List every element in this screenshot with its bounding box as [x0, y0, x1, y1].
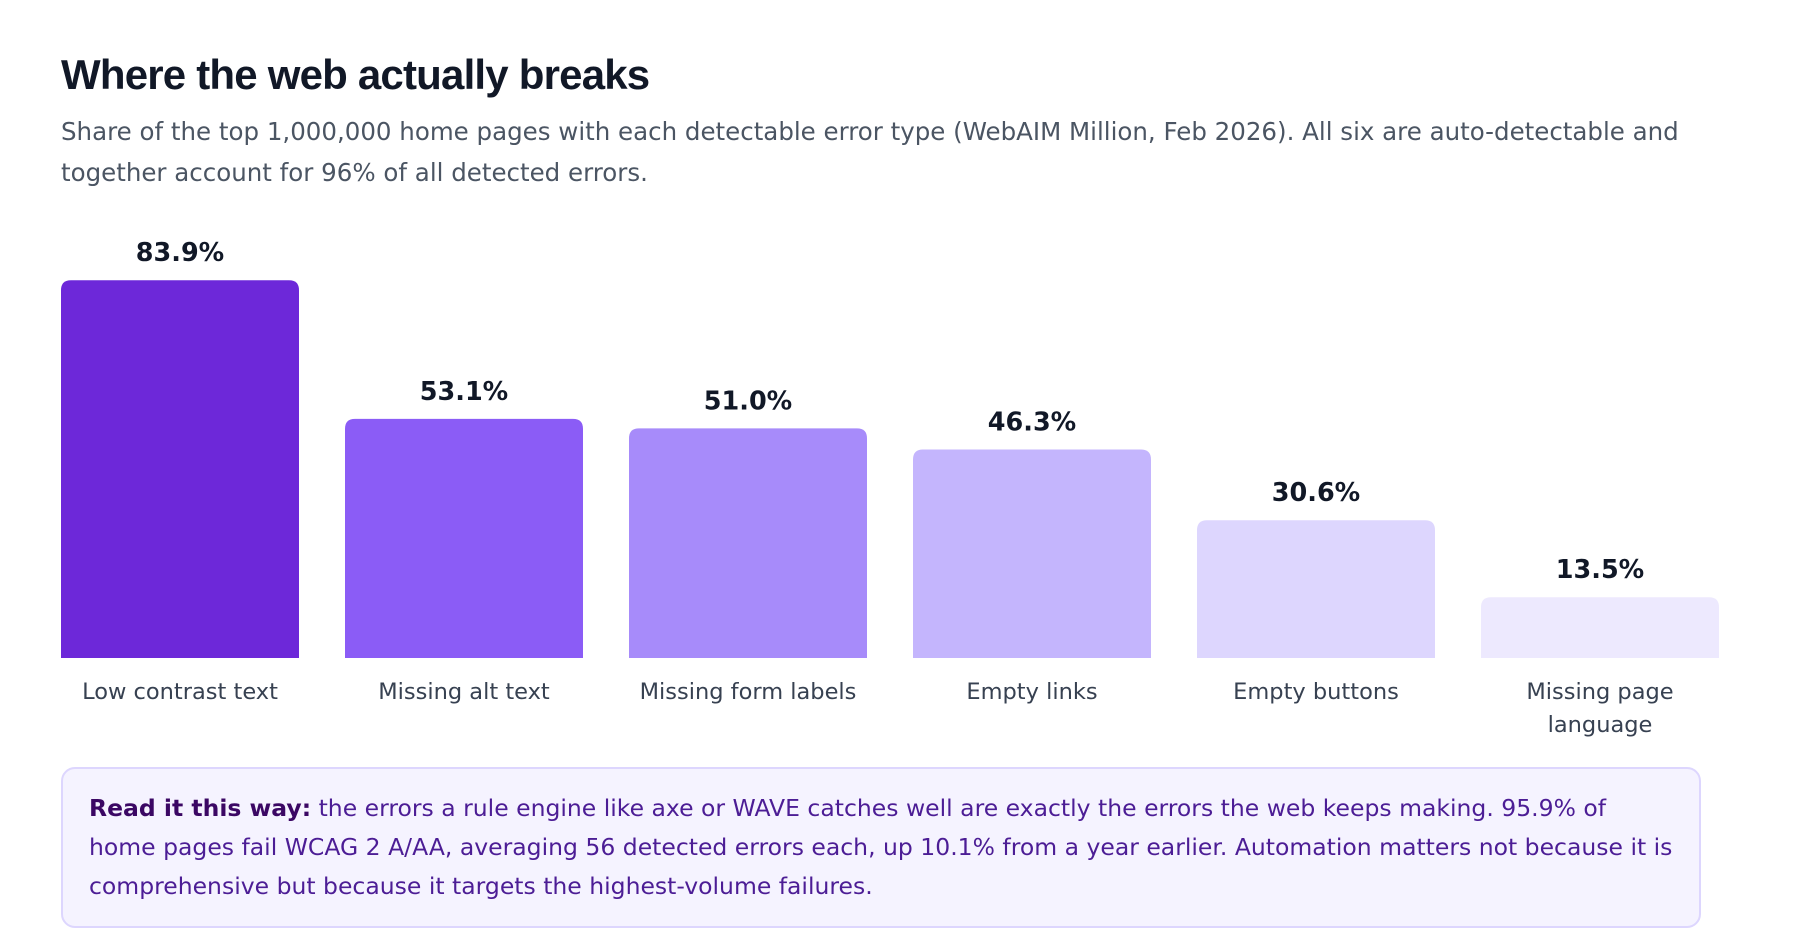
bar-low-contrast-text: [61, 280, 299, 658]
category-label-missing-form-labels: Missing form labels: [640, 679, 857, 705]
category-label-empty-links: Empty links: [966, 679, 1097, 705]
chart-value-labels: 83.9% 53.1% 51.0% 46.3% 30.6% 13.5%: [136, 238, 1644, 585]
value-label-missing-alt-text: 53.1%: [420, 377, 508, 407]
value-label-low-contrast-text: 83.9%: [136, 238, 224, 268]
value-label-missing-form-labels: 51.0%: [704, 386, 792, 416]
category-label-line: Missing alt text: [378, 679, 550, 705]
category-label-missing-alt-text: Missing alt text: [378, 679, 550, 705]
page-title: Where the web actually breaks: [61, 51, 650, 98]
category-label-line: Low contrast text: [82, 679, 278, 705]
chart-bars: [61, 280, 1719, 658]
bar-missing-form-labels: [629, 428, 867, 658]
category-label-line: Missing page: [1526, 679, 1673, 705]
callout-lead: Read it this way:: [89, 794, 312, 822]
bar-missing-alt-text: [345, 418, 583, 658]
chart-category-labels: Low contrast text Missing alt text Missing…: [82, 679, 1674, 738]
category-label-line: language: [1548, 712, 1653, 738]
callout-box: Read it this way: the errors a rule engi…: [61, 767, 1701, 928]
category-label-empty-buttons: Empty buttons: [1233, 679, 1399, 705]
value-label-empty-links: 46.3%: [988, 408, 1076, 438]
category-label-low-contrast-text: Low contrast text: [82, 679, 278, 705]
bar-missing-page-language: [1481, 597, 1719, 658]
bar-empty-links: [913, 449, 1151, 658]
bar-empty-buttons: [1197, 520, 1435, 658]
value-label-missing-page-language: 13.5%: [1556, 555, 1644, 585]
value-label-empty-buttons: 30.6%: [1272, 478, 1360, 508]
category-label-line: Missing form labels: [640, 679, 857, 705]
category-label-missing-page-language: Missing page language: [1526, 679, 1673, 738]
page-subtitle: Share of the top 1,000,000 home pages wi…: [61, 117, 1679, 187]
bar-chart: 83.9% 53.1% 51.0% 46.3% 30.6% 13.5% Low contr…: [61, 238, 1719, 738]
category-label-line: Empty links: [966, 679, 1097, 705]
category-label-line: Empty buttons: [1233, 679, 1399, 705]
callout-body: the errors a rule engine like axe or WAV…: [89, 794, 1673, 900]
